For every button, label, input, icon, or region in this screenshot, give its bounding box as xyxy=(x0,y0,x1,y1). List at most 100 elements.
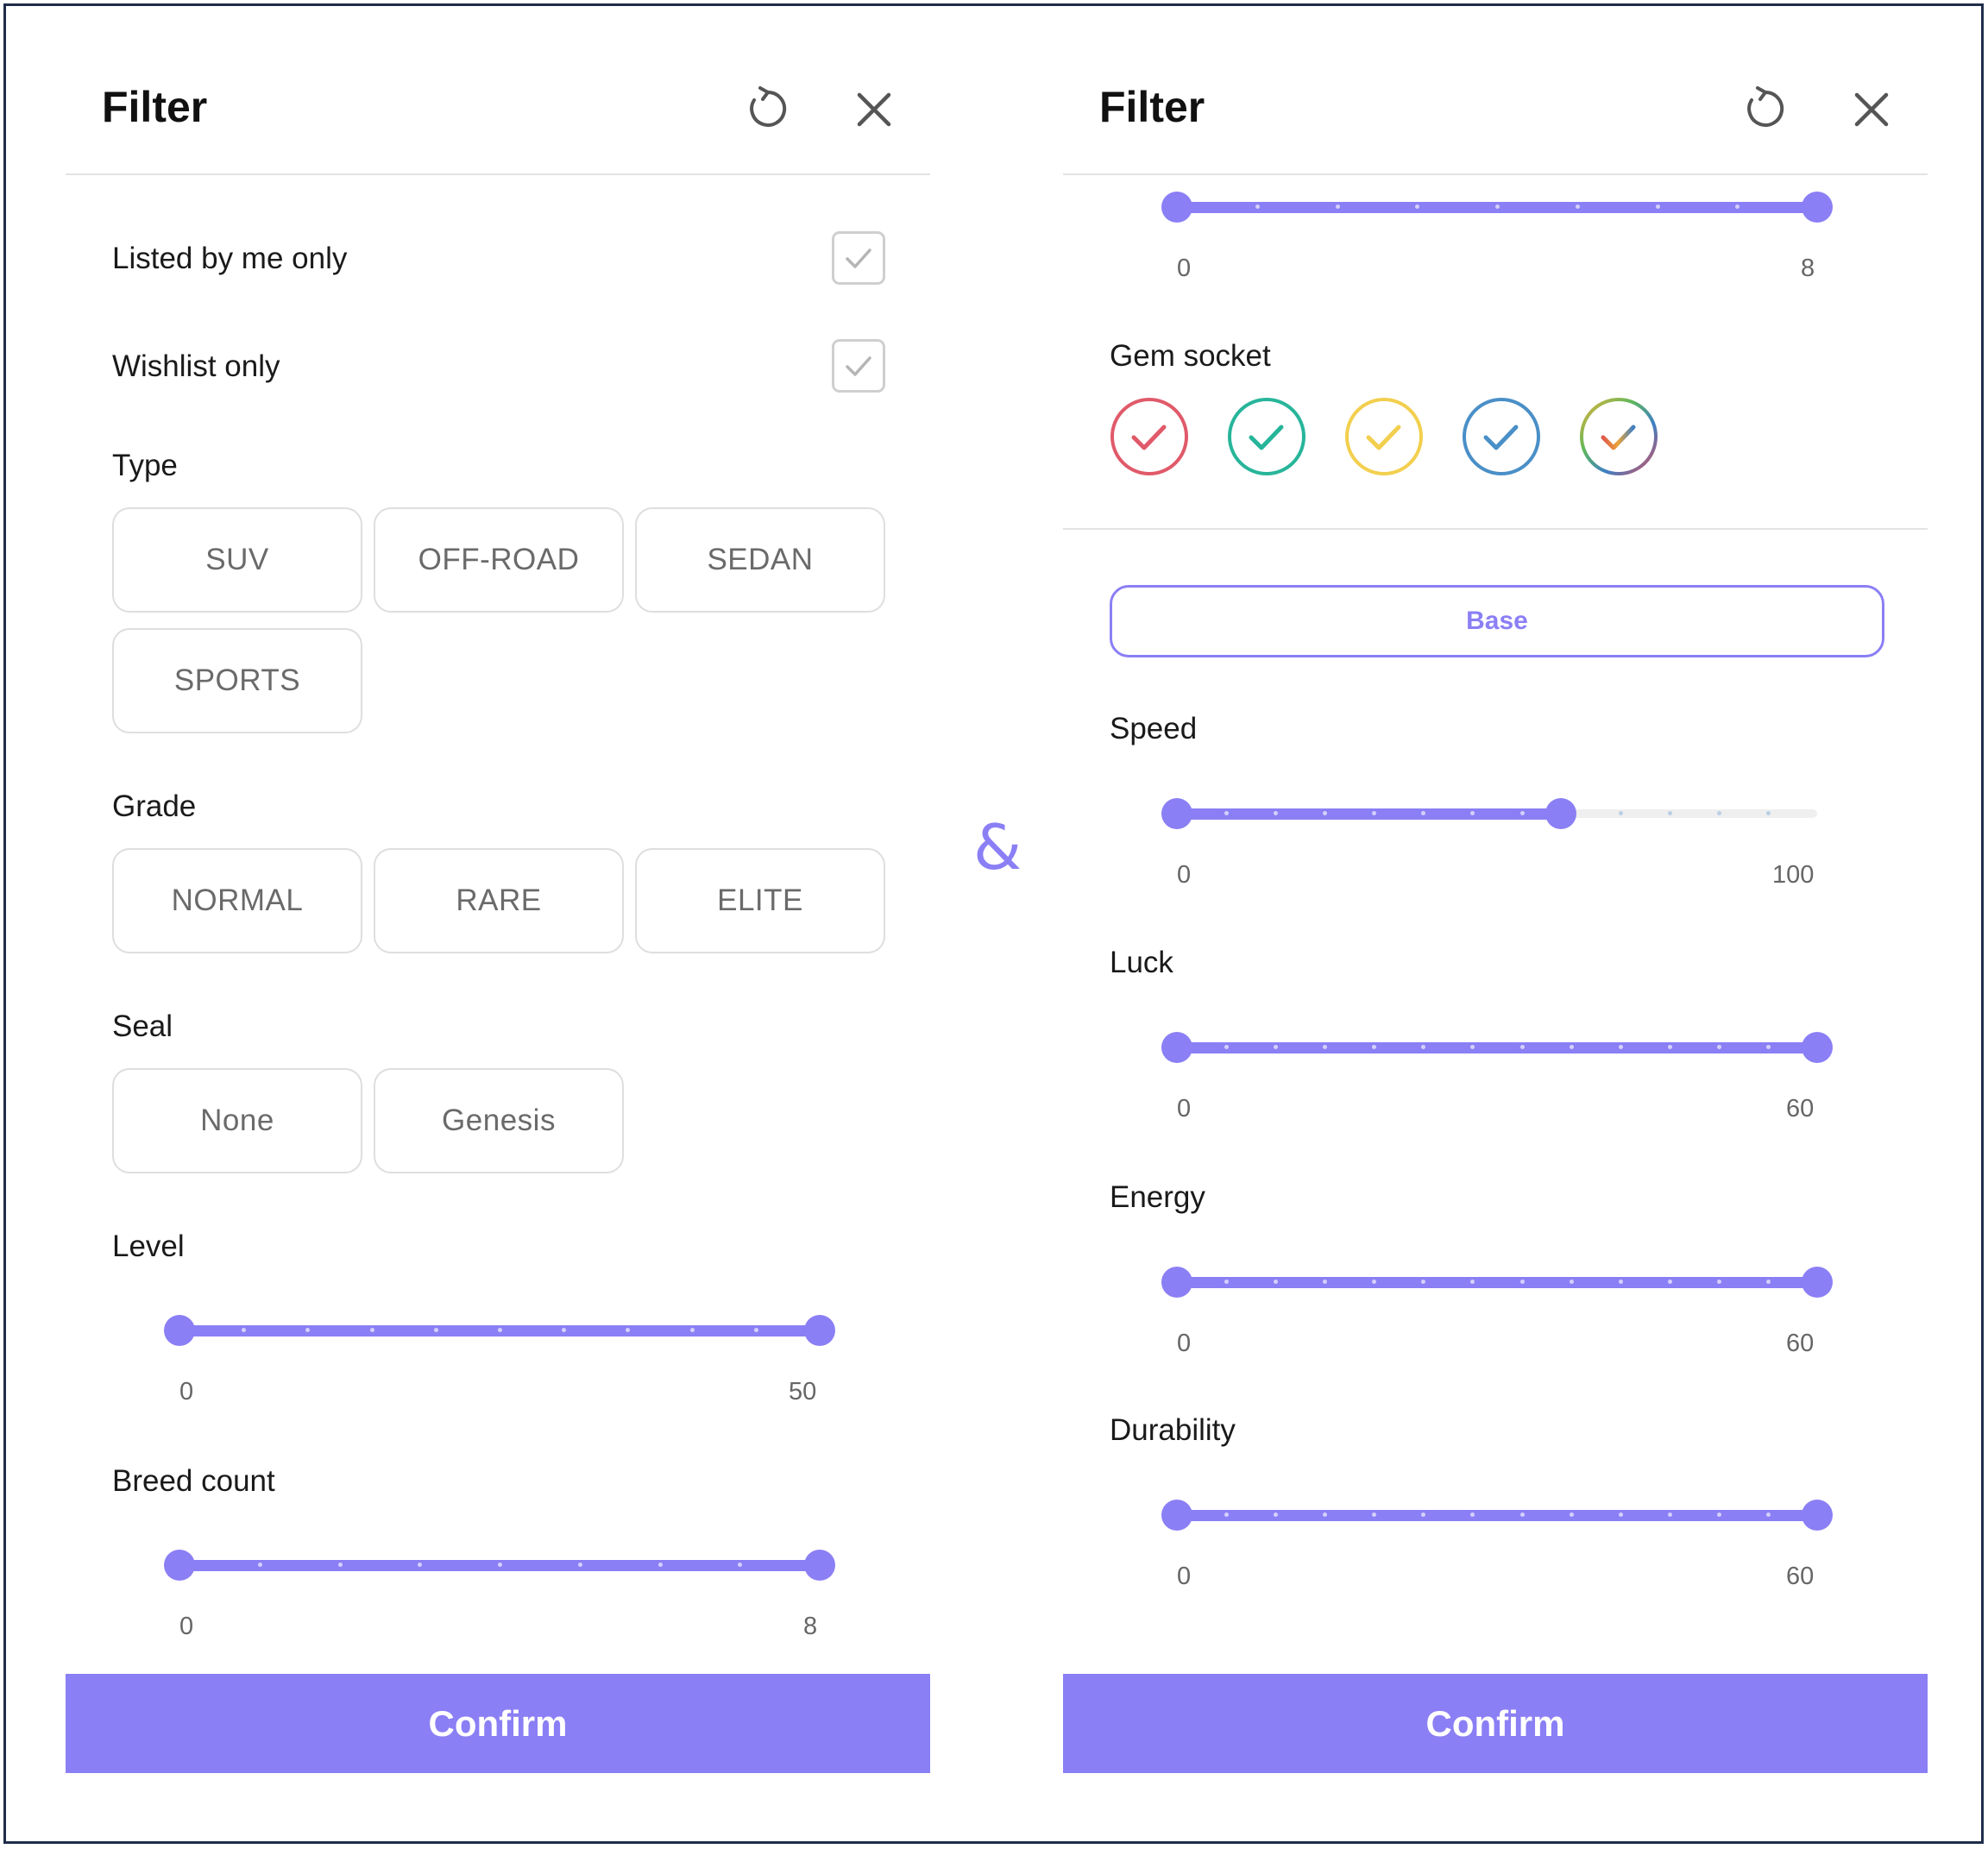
slider-step-dot xyxy=(337,1563,343,1567)
ampersand-separator: & xyxy=(973,811,1022,884)
slider-step-dot xyxy=(1618,1045,1623,1049)
slider-step-dot xyxy=(498,1563,502,1567)
slider-range-fill xyxy=(1177,808,1562,820)
type-chip-sports[interactable]: SPORTS xyxy=(112,628,362,733)
slider-thumb-low[interactable] xyxy=(164,1315,195,1346)
seal-chip-genesis[interactable]: Genesis xyxy=(374,1068,624,1173)
durability-slider[interactable] xyxy=(1161,1489,1833,1541)
slider-step-dot xyxy=(1618,811,1623,815)
gem-socket-toggle-3[interactable] xyxy=(1344,397,1424,476)
slider-step-dot xyxy=(1372,1513,1377,1517)
slider-step-dot xyxy=(433,1328,438,1332)
slider-step-dot xyxy=(1519,1513,1525,1517)
slider-thumb-high[interactable] xyxy=(804,1315,835,1346)
gem-socket-toggle-1[interactable] xyxy=(1110,397,1189,476)
durability-min: 0 xyxy=(1177,1563,1192,1590)
slider-thumb-high[interactable] xyxy=(1545,798,1577,829)
slider-step-dot xyxy=(1470,1045,1475,1049)
check-icon xyxy=(846,356,871,376)
slider-step-dot xyxy=(626,1328,631,1332)
slider-step-dot xyxy=(1667,811,1672,815)
gem-socket-toggle-4[interactable] xyxy=(1462,397,1541,476)
slider-thumb-high[interactable] xyxy=(1802,1032,1833,1063)
slider-step-dot xyxy=(1667,1513,1672,1517)
level-label: Level xyxy=(112,1230,185,1263)
level-slider[interactable] xyxy=(164,1305,835,1356)
slider-thumb-high[interactable] xyxy=(804,1550,835,1581)
close-icon[interactable] xyxy=(1848,86,1895,133)
luck-slider[interactable] xyxy=(1161,1022,1833,1073)
energy-min: 0 xyxy=(1177,1330,1192,1357)
slider-step-dot xyxy=(1274,1280,1279,1284)
slider-range-fill xyxy=(1177,1277,1817,1288)
level-max: 50 xyxy=(789,1378,817,1406)
slider-step-dot xyxy=(1255,204,1260,209)
type-chip-suv[interactable]: SUV xyxy=(112,507,362,613)
confirm-button[interactable]: Confirm xyxy=(66,1674,930,1773)
confirm-button[interactable]: Confirm xyxy=(1063,1674,1928,1773)
breed-count-max: 8 xyxy=(1801,255,1815,282)
slider-step-dot xyxy=(1274,811,1279,815)
grade-chip-normal[interactable]: NORMAL xyxy=(112,848,362,953)
energy-label: Energy xyxy=(1110,1180,1205,1214)
slider-step-dot xyxy=(1421,1280,1426,1284)
seal-chip-none[interactable]: None xyxy=(112,1068,362,1173)
slider-step-dot xyxy=(1716,1280,1721,1284)
slider-thumb-high[interactable] xyxy=(1802,1500,1833,1531)
breed-count-min: 0 xyxy=(1177,255,1192,282)
slider-thumb-low[interactable] xyxy=(1161,798,1192,829)
slider-step-dot xyxy=(1421,1513,1426,1517)
slider-step-dot xyxy=(1323,1045,1328,1049)
level-min: 0 xyxy=(179,1378,194,1406)
slider-step-dot xyxy=(1519,1280,1525,1284)
slider-step-dot xyxy=(1716,1045,1721,1049)
check-icon xyxy=(846,248,871,268)
listed-by-me-label: Listed by me only xyxy=(112,242,348,275)
slider-step-dot xyxy=(1372,1045,1377,1049)
slider-thumb-high[interactable] xyxy=(1802,192,1833,223)
gem-socket-toggle-2[interactable] xyxy=(1227,397,1306,476)
slider-thumb-high[interactable] xyxy=(1802,1267,1833,1298)
breed-count-slider[interactable] xyxy=(1161,181,1833,233)
slider-step-dot xyxy=(1470,811,1475,815)
slider-thumb-low[interactable] xyxy=(1161,1267,1192,1298)
listed-by-me-checkbox[interactable] xyxy=(832,231,885,285)
slider-step-dot xyxy=(1519,1045,1525,1049)
slider-step-dot xyxy=(1765,1280,1771,1284)
durability-max: 60 xyxy=(1786,1563,1815,1590)
breed-count-slider[interactable] xyxy=(164,1539,835,1591)
luck-max: 60 xyxy=(1786,1095,1815,1123)
slider-thumb-low[interactable] xyxy=(164,1550,195,1581)
filter-header: Filter xyxy=(66,0,930,175)
slider-thumb-low[interactable] xyxy=(1161,1500,1192,1531)
slider-step-dot xyxy=(577,1563,582,1567)
slider-step-dot xyxy=(562,1328,567,1332)
type-chip-off-road[interactable]: OFF-ROAD xyxy=(374,507,624,613)
speed-min: 0 xyxy=(1177,861,1192,889)
reset-icon[interactable] xyxy=(744,85,792,133)
slider-step-dot xyxy=(1224,1280,1230,1284)
slider-step-dot xyxy=(242,1328,247,1332)
speed-slider[interactable] xyxy=(1161,788,1817,840)
wishlist-checkbox[interactable] xyxy=(832,339,885,393)
slider-step-dot xyxy=(257,1563,262,1567)
type-label: Type xyxy=(112,449,178,482)
reset-icon[interactable] xyxy=(1741,85,1790,133)
slider-step-dot xyxy=(1569,1280,1574,1284)
base-button[interactable]: Base xyxy=(1110,585,1884,657)
slider-thumb-low[interactable] xyxy=(1161,192,1192,223)
slider-step-dot xyxy=(1372,811,1377,815)
close-icon[interactable] xyxy=(851,86,897,133)
type-chip-sedan[interactable]: SEDAN xyxy=(635,507,885,613)
energy-slider[interactable] xyxy=(1161,1256,1833,1308)
grade-chip-elite[interactable]: ELITE xyxy=(635,848,885,953)
slider-step-dot xyxy=(1519,811,1525,815)
slider-thumb-low[interactable] xyxy=(1161,1032,1192,1063)
slider-step-dot xyxy=(1569,1513,1574,1517)
slider-step-dot xyxy=(1667,1045,1672,1049)
left-filter-panel: Filter Listed by me only Wishlist only T… xyxy=(66,0,930,1777)
section-divider xyxy=(1063,528,1928,530)
slider-step-dot xyxy=(738,1563,743,1567)
gem-socket-toggle-5[interactable] xyxy=(1579,397,1658,476)
grade-chip-rare[interactable]: RARE xyxy=(374,848,624,953)
